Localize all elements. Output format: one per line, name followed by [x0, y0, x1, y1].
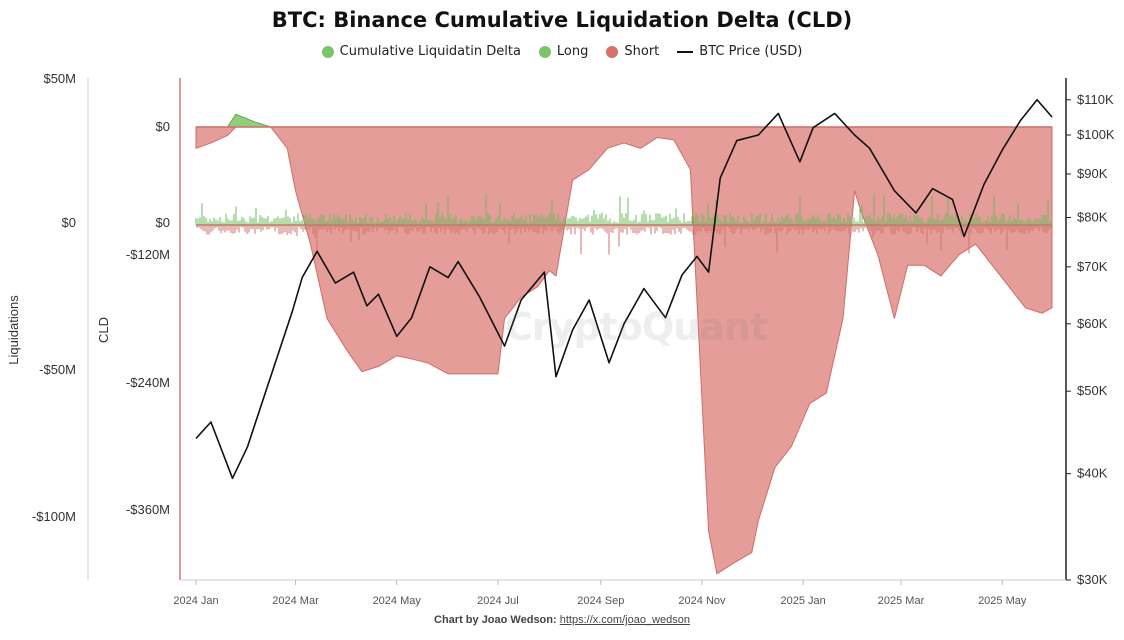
price-tick-label: $100K [1077, 127, 1115, 142]
legend-dot-icon [538, 45, 551, 58]
price-tick-label: $80K [1077, 209, 1108, 224]
x-tick-label: 2024 Nov [678, 595, 726, 607]
credit-link[interactable]: https://x.com/joao_wedson [559, 614, 690, 626]
x-tick-label: 2024 May [373, 595, 422, 607]
cld-tick-label: -$240M [126, 375, 170, 390]
price-tick-label: $40K [1077, 466, 1108, 481]
cld-long-area [196, 113, 1052, 128]
legend-label: Long [556, 44, 589, 59]
cld-tick-label: -$120M [126, 247, 170, 262]
cld-area [195, 113, 1053, 575]
cld-short-area [195, 126, 1053, 575]
price-tick-label: $50K [1077, 383, 1108, 398]
x-tick-label: 2024 Jan [173, 595, 218, 607]
legend-item-cld[interactable]: Cumulative Liquidatin Delta [321, 44, 521, 59]
liquidations-axis-title: Liquidations [6, 295, 21, 365]
x-tick-label: 2025 May [978, 595, 1027, 607]
liquidations-tick-label: $0 [62, 215, 76, 230]
legend-dot-icon [321, 45, 334, 58]
liquidations-tick-label: -$50M [39, 362, 76, 377]
cld-tick-label: -$360M [126, 502, 170, 517]
price-tick-label: $30K [1077, 572, 1108, 587]
watermark: CryptoQuant [505, 305, 768, 349]
price-tick-label: $70K [1077, 259, 1108, 274]
credit-prefix: Chart by Joao Wedson: [434, 614, 557, 626]
chart-title: BTC: Binance Cumulative Liquidation Delt… [271, 8, 853, 32]
x-tick-label: 2025 Jan [781, 595, 826, 607]
x-tick-label: 2025 Mar [878, 595, 925, 607]
btc-price-line [195, 98, 1053, 480]
axes [87, 78, 1071, 585]
cld-tick-label: $0 [156, 119, 170, 134]
price-tick-label: $110K [1077, 92, 1114, 107]
legend: Cumulative Liquidatin Delta Long Short B… [0, 44, 1124, 59]
liquidations-tick-label: -$100M [32, 509, 76, 524]
btc-price-path [195, 98, 1053, 480]
cld-axis-title: CLD [96, 317, 111, 343]
legend-label: BTC Price (USD) [699, 44, 803, 59]
legend-label: Cumulative Liquidatin Delta [339, 44, 521, 59]
liquidations-tick-label: $50M [43, 71, 76, 86]
legend-item-btc-price[interactable]: BTC Price (USD) [677, 44, 802, 59]
x-tick-label: 2024 Sep [577, 595, 624, 607]
x-tick-label: 2024 Jul [477, 595, 519, 607]
chart-credit: Chart by Joao Wedson: https://x.com/joao… [0, 614, 1124, 626]
price-tick-label: $60K [1077, 316, 1108, 331]
legend-dot-icon [606, 45, 619, 58]
tick-labels: $50M $0 -$50M -$100M $0 $0 -$120M -$240M -$360M $… [6, 71, 1115, 607]
legend-line-icon [677, 50, 694, 53]
legend-item-long[interactable]: Long [538, 44, 589, 59]
liquidation-bars [195, 193, 1052, 255]
price-tick-label: $90K [1077, 166, 1108, 181]
x-tick-label: 2024 Mar [272, 595, 319, 607]
legend-label: Short [624, 44, 660, 59]
legend-item-short[interactable]: Short [606, 44, 659, 59]
cld-tick-label: $0 [156, 215, 170, 230]
